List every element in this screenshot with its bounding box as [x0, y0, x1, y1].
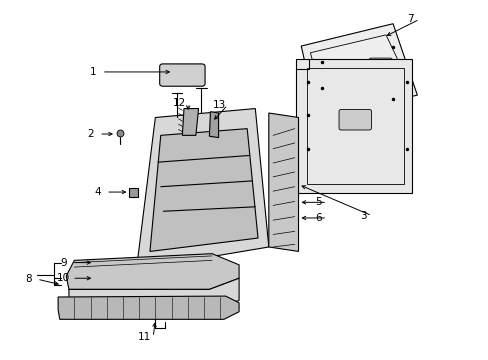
- Polygon shape: [150, 129, 258, 251]
- Bar: [306, 68, 403, 184]
- Text: 7: 7: [407, 14, 413, 24]
- Text: 12: 12: [173, 98, 186, 108]
- Text: 8: 8: [25, 274, 32, 284]
- Polygon shape: [301, 24, 417, 117]
- Polygon shape: [66, 254, 239, 289]
- Text: 4: 4: [94, 187, 101, 197]
- Text: 2: 2: [87, 129, 94, 139]
- Polygon shape: [58, 296, 239, 319]
- Text: 1: 1: [90, 67, 96, 77]
- FancyBboxPatch shape: [160, 64, 204, 86]
- Text: 3: 3: [359, 211, 366, 221]
- Text: 9: 9: [60, 258, 67, 267]
- FancyBboxPatch shape: [338, 109, 371, 130]
- Bar: [129, 188, 138, 197]
- Text: 6: 6: [315, 213, 321, 223]
- Polygon shape: [268, 113, 298, 251]
- Polygon shape: [182, 109, 198, 135]
- Polygon shape: [209, 112, 218, 138]
- Text: 13: 13: [212, 100, 225, 110]
- Text: 5: 5: [315, 197, 321, 207]
- Polygon shape: [69, 278, 239, 307]
- Text: 10: 10: [57, 273, 70, 283]
- FancyBboxPatch shape: [368, 58, 391, 74]
- Polygon shape: [295, 59, 411, 193]
- Polygon shape: [136, 109, 268, 269]
- Text: 11: 11: [138, 332, 151, 342]
